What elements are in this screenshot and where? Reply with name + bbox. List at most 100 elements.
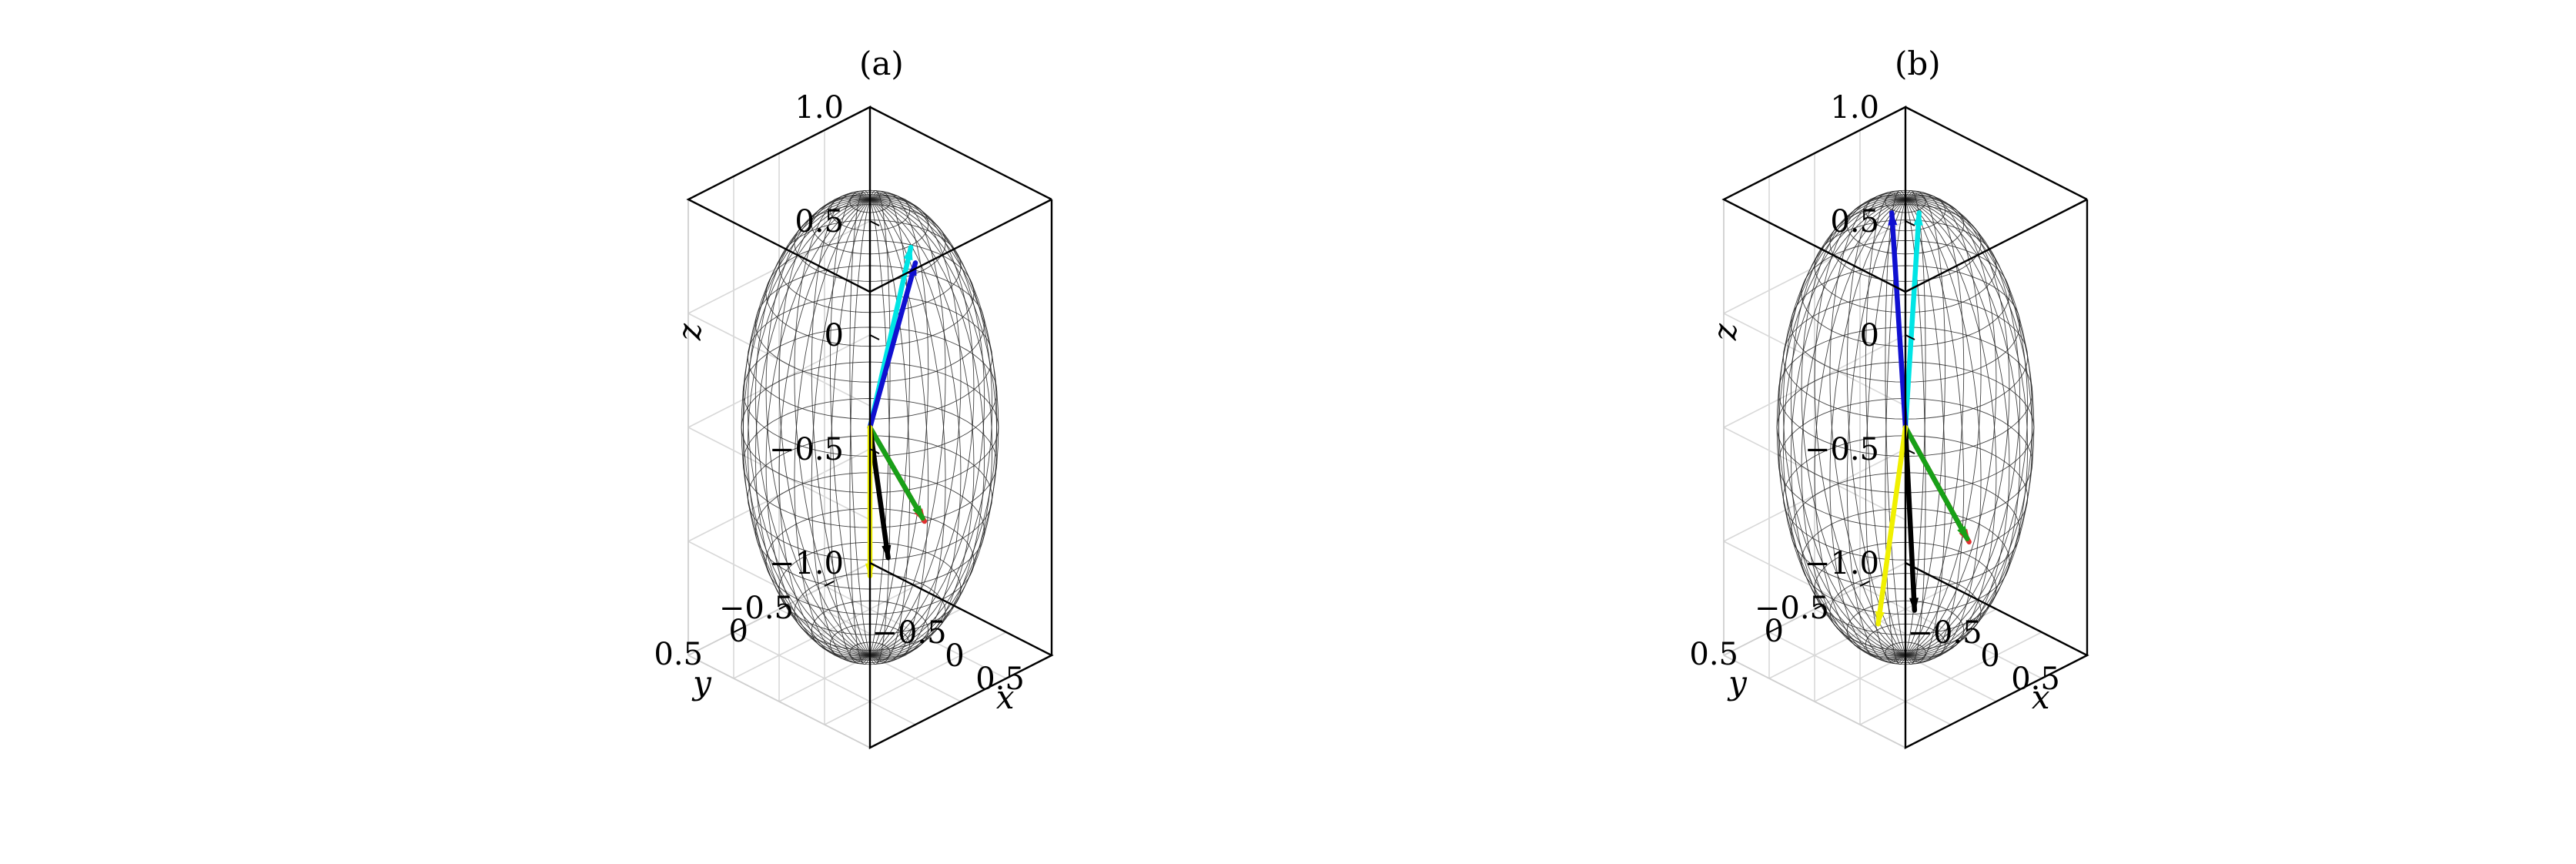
- ticks: [733, 106, 1007, 633]
- sphere-meridian: [1846, 192, 1906, 656]
- y-tick: [733, 627, 744, 633]
- z-tick: [1905, 448, 1915, 454]
- sphere-meridian: [794, 199, 871, 662]
- sphere-meridian: [869, 198, 993, 656]
- z-tick-label: 0.5: [795, 204, 844, 239]
- y-tick-label: 0.5: [1689, 637, 1738, 672]
- z-tick: [869, 334, 880, 340]
- y-tick: [1814, 604, 1825, 610]
- sphere-meridian: [765, 196, 871, 656]
- z-tick: [1905, 562, 1915, 568]
- box-edges: [1721, 105, 2089, 749]
- y-tick-label: −0.5: [1755, 591, 1829, 626]
- box-edges: [686, 105, 1054, 749]
- vector-arrowhead: [1909, 598, 1919, 614]
- sphere-meridian: [1814, 199, 1906, 661]
- z-tick-label: −1.0: [1805, 546, 1879, 581]
- x-axis-label: x: [2032, 678, 2050, 716]
- box-edge: [869, 198, 1052, 293]
- sphere-meridian: [754, 199, 871, 658]
- box-edge: [869, 105, 1052, 201]
- grid-line: [1859, 631, 2042, 725]
- back-edge: [687, 655, 871, 748]
- x-tick: [1986, 604, 1997, 610]
- sphere-meridian: [849, 190, 871, 656]
- z-tick: [1905, 106, 1915, 112]
- z-tick-label: 0: [825, 318, 844, 353]
- x-tick-label: −0.5: [1907, 615, 1982, 651]
- ticks: [1768, 106, 2042, 633]
- vectors: [1875, 209, 1972, 628]
- y-tick: [778, 604, 789, 610]
- sphere-meridian: [742, 199, 871, 656]
- x-tick-label: −0.5: [871, 615, 946, 651]
- sphere-meridian: [869, 197, 985, 656]
- sphere-meridian: [1801, 196, 1906, 656]
- sphere-meridian: [1905, 198, 2029, 656]
- sphere-meridian: [1905, 194, 1997, 656]
- vector: [1902, 210, 1922, 430]
- z-tick-label: 1.0: [795, 90, 844, 126]
- sphere-meridian: [1829, 193, 1906, 656]
- y-tick: [1768, 627, 1779, 633]
- x-tick: [905, 581, 916, 587]
- sphere-meridian: [1776, 199, 1906, 656]
- sphere-meridian: [778, 194, 871, 656]
- z-tick-label: −0.5: [769, 432, 844, 467]
- vector: [1889, 210, 1909, 430]
- y-tick-label: 0: [1765, 614, 1784, 649]
- y-tick-label: 0: [729, 614, 748, 649]
- grid-line: [733, 631, 916, 725]
- sphere-meridian: [869, 199, 998, 656]
- sphere-meridian: [778, 199, 871, 661]
- z-tick-label: 0: [1860, 318, 1879, 353]
- vector: [867, 424, 925, 521]
- sphere-meridian: [1905, 199, 1997, 661]
- vector-arrowhead: [903, 244, 913, 261]
- sphere-meridian: [1814, 194, 1906, 656]
- box-edge: [1905, 105, 2088, 201]
- vector: [1875, 424, 1909, 627]
- grid-line: [824, 631, 1007, 725]
- labels: −1.0−0.500.51.0−0.500.5−0.500.5zy x(a): [654, 45, 1024, 716]
- sphere-meridian: [1865, 190, 1906, 656]
- vector-arrowhead: [1888, 209, 1898, 226]
- vector-arrowhead: [1875, 611, 1885, 628]
- y-tick: [1859, 581, 1870, 587]
- y-axis-label: y: [691, 664, 712, 702]
- z-tick: [869, 220, 880, 226]
- sphere-meridian: [1905, 199, 2021, 658]
- sphere-meridian: [869, 199, 999, 656]
- z-tick-label: 0.5: [1830, 204, 1879, 239]
- vector-arrowhead: [1957, 525, 1969, 542]
- y-axis-label: y: [1727, 664, 1748, 702]
- sphere-meridian: [794, 193, 871, 656]
- z-tick: [869, 448, 880, 454]
- labels: −1.0−0.500.51.0−0.500.5−0.500.5zy x(b): [1689, 45, 2059, 716]
- y-tick-label: 0.5: [654, 637, 703, 672]
- vector: [1902, 424, 1970, 541]
- y-tick: [824, 581, 835, 587]
- sphere-meridian: [1778, 199, 1906, 656]
- sphere-meridian: [869, 199, 975, 659]
- z-tick-label: 1.0: [1830, 90, 1879, 126]
- box-outline: [1721, 105, 2089, 749]
- x-tick-label: 0: [945, 638, 964, 674]
- back-edge: [1723, 655, 1906, 748]
- x-tick-label: 0.5: [975, 661, 1025, 697]
- panel-b: −1.0−0.500.51.0−0.500.5−0.500.5zy x(b): [1689, 45, 2089, 749]
- z-tick: [1905, 220, 1915, 226]
- box-edge: [1905, 198, 2088, 293]
- vector: [1902, 424, 1918, 613]
- z-tick-label: −0.5: [1805, 432, 1879, 467]
- x-tick: [1941, 581, 1952, 587]
- sphere-meridian: [1790, 197, 1906, 656]
- x-tick-label: 0.5: [2011, 661, 2060, 697]
- panel-a: −1.0−0.500.51.0−0.500.5−0.500.5zy x(a): [654, 45, 1054, 749]
- z-axis-label: z: [1706, 323, 1744, 341]
- sphere-meridian: [741, 199, 871, 656]
- panel-label: (a): [859, 45, 904, 82]
- sphere-meridian: [869, 193, 946, 656]
- sphere-meridian: [1905, 199, 1982, 662]
